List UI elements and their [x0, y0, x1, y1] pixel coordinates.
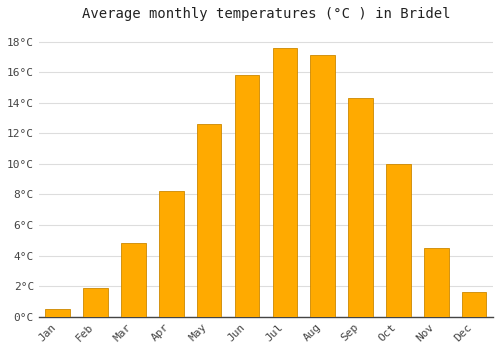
Bar [272, 48, 297, 317]
Title: Average monthly temperatures (°C ) in Bridel: Average monthly temperatures (°C ) in Br… [82, 7, 450, 21]
Bar [462, 292, 486, 317]
Bar [159, 191, 184, 317]
Bar [197, 124, 222, 317]
Bar [424, 248, 448, 317]
Bar [234, 75, 260, 317]
Bar [348, 98, 373, 317]
Bar [84, 288, 108, 317]
Bar [386, 164, 410, 317]
Bar [121, 243, 146, 317]
Bar [310, 55, 335, 317]
Bar [46, 309, 70, 317]
